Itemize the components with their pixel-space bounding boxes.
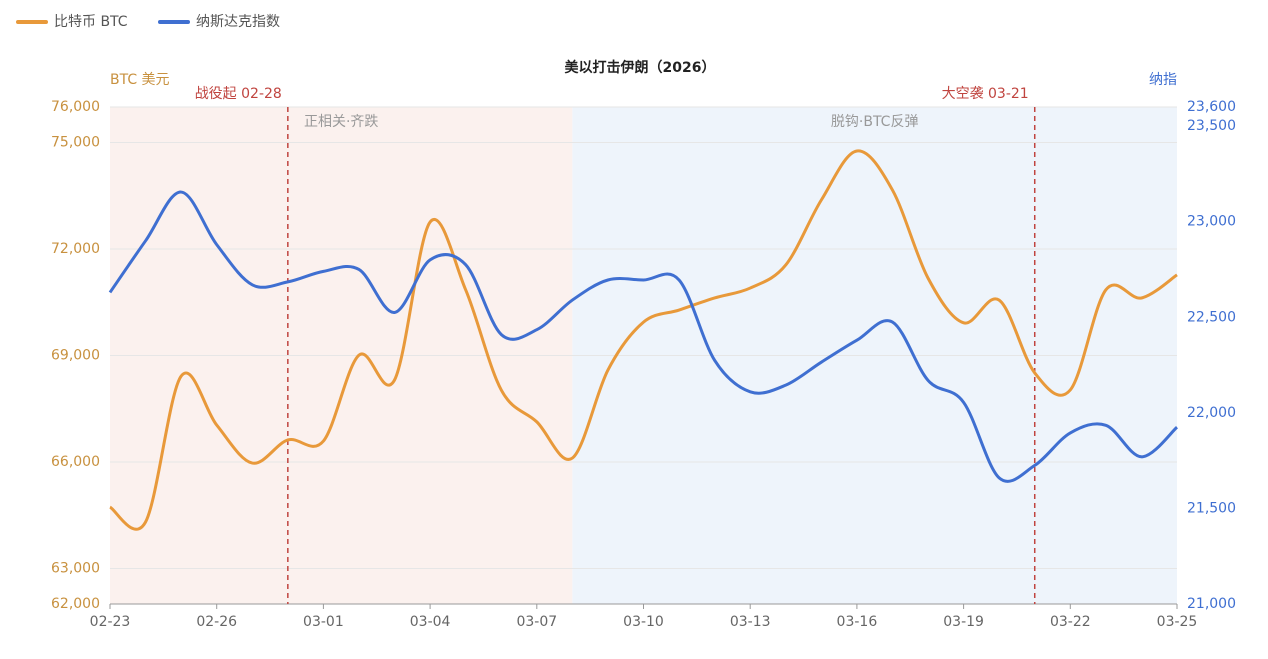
x-tick-label: 03-07 xyxy=(516,614,557,630)
y2-tick-label: 22,500 xyxy=(1187,309,1236,325)
x-tick-label: 02-23 xyxy=(90,614,131,630)
x-tick-label: 03-22 xyxy=(1050,614,1091,630)
chart-title: 美以打击伊朗（2026） xyxy=(565,59,716,76)
legend-label: 纳斯达克指数 xyxy=(196,14,280,30)
x-tick-label: 03-13 xyxy=(730,614,771,630)
y2-tick-label: 23,600 xyxy=(1187,99,1236,115)
y-tick-label: 69,000 xyxy=(51,348,100,364)
legend-label: 比特币 BTC xyxy=(54,14,128,30)
y-tick-label: 76,000 xyxy=(51,99,100,115)
x-tick-label: 03-16 xyxy=(837,614,878,630)
x-tick-label: 03-25 xyxy=(1157,614,1198,630)
y2-tick-label: 23,500 xyxy=(1187,118,1236,134)
y2-tick-label: 21,500 xyxy=(1187,500,1236,516)
y2-tick-label: 21,000 xyxy=(1187,596,1236,612)
x-tick-label: 03-19 xyxy=(943,614,984,630)
y-axis-title: BTC 美元 xyxy=(110,72,170,88)
x-tick-label: 03-04 xyxy=(410,614,451,630)
y-tick-label: 63,000 xyxy=(51,561,100,577)
x-tick-label: 03-10 xyxy=(623,614,664,630)
y-tick-label: 62,000 xyxy=(51,596,100,612)
region-label: 脱钩·BTC反弹 xyxy=(831,114,919,130)
y2-axis-title: 纳指 xyxy=(1149,72,1177,88)
series-line xyxy=(109,149,1178,531)
marker-label: 战役起 02-28 xyxy=(195,86,282,102)
y2-tick-label: 23,000 xyxy=(1187,214,1236,230)
region-label: 正相关·齐跌 xyxy=(304,114,378,130)
y-tick-label: 66,000 xyxy=(51,454,100,470)
series-line xyxy=(108,190,1179,483)
x-tick-label: 03-01 xyxy=(303,614,344,630)
x-tick-label: 02-26 xyxy=(196,614,237,630)
marker-label: 大空袭 03-21 xyxy=(942,86,1029,102)
y2-tick-label: 22,000 xyxy=(1187,405,1236,421)
y-tick-label: 72,000 xyxy=(51,241,100,257)
y-tick-label: 75,000 xyxy=(51,135,100,151)
